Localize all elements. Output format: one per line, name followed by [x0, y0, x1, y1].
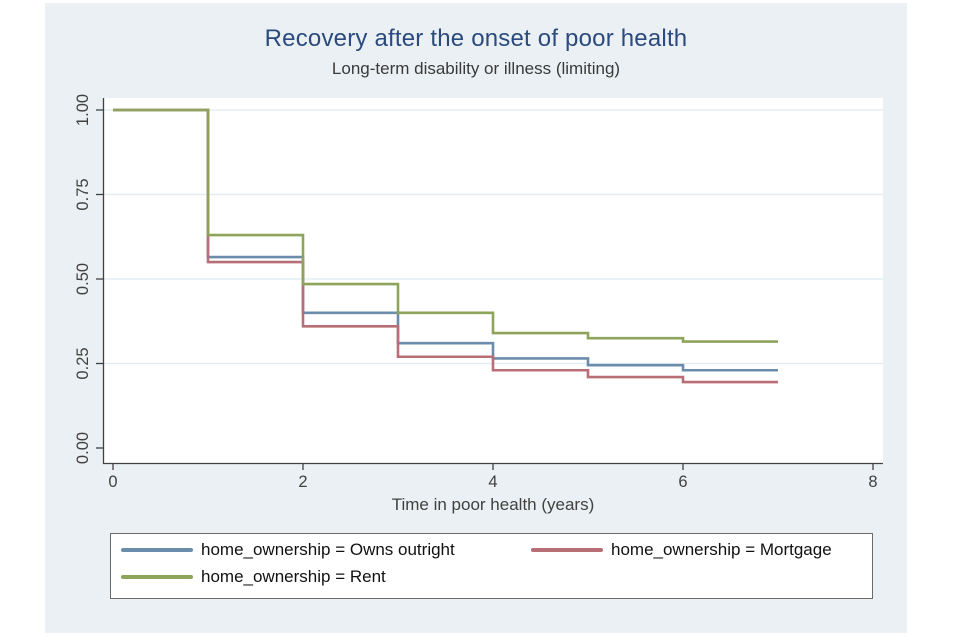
x-axis-label: Time in poor health (years) — [391, 495, 595, 514]
legend-label-rent: home_ownership = Rent — [201, 567, 386, 586]
y-tick-label: 0.00 — [74, 432, 92, 464]
plot-area — [103, 98, 883, 463]
y-tick-label: 1.00 — [74, 94, 92, 126]
legend-swatch-owns-outright — [121, 548, 193, 552]
series-line-1 — [113, 108, 778, 384]
chart-subtitle: Long-term disability or illness (limitin… — [331, 59, 621, 78]
y-tick-label: 0.25 — [74, 347, 92, 379]
x-tick-label: 8 — [868, 473, 877, 491]
x-tick-label: 0 — [108, 473, 117, 491]
plot-svg: 0.00 0.25 0.50 0.75 1.00 0 2 4 6 8 — [74, 94, 883, 491]
legend-label-owns-outright: home_ownership = Owns outright — [201, 540, 455, 559]
x-tick-label: 4 — [488, 473, 497, 491]
legend-box: home_ownership = Owns outright home_owne… — [110, 533, 873, 599]
series-line-0 — [113, 108, 778, 372]
legend-label-mortgage: home_ownership = Mortgage — [611, 540, 832, 559]
chart-title: Recovery after the onset of poor health — [264, 25, 688, 52]
y-tick-label: 0.50 — [74, 263, 92, 295]
x-tick-label: 6 — [678, 473, 687, 491]
legend-swatch-mortgage — [531, 548, 603, 552]
series-line-2 — [113, 108, 778, 343]
y-tick-label: 0.75 — [74, 178, 92, 210]
survival-chart: 0.00 0.25 0.50 0.75 1.00 0 2 4 6 8 Recovery after… — [45, 3, 907, 633]
x-tick-label: 2 — [298, 473, 307, 491]
legend-swatch-rent — [121, 575, 193, 579]
